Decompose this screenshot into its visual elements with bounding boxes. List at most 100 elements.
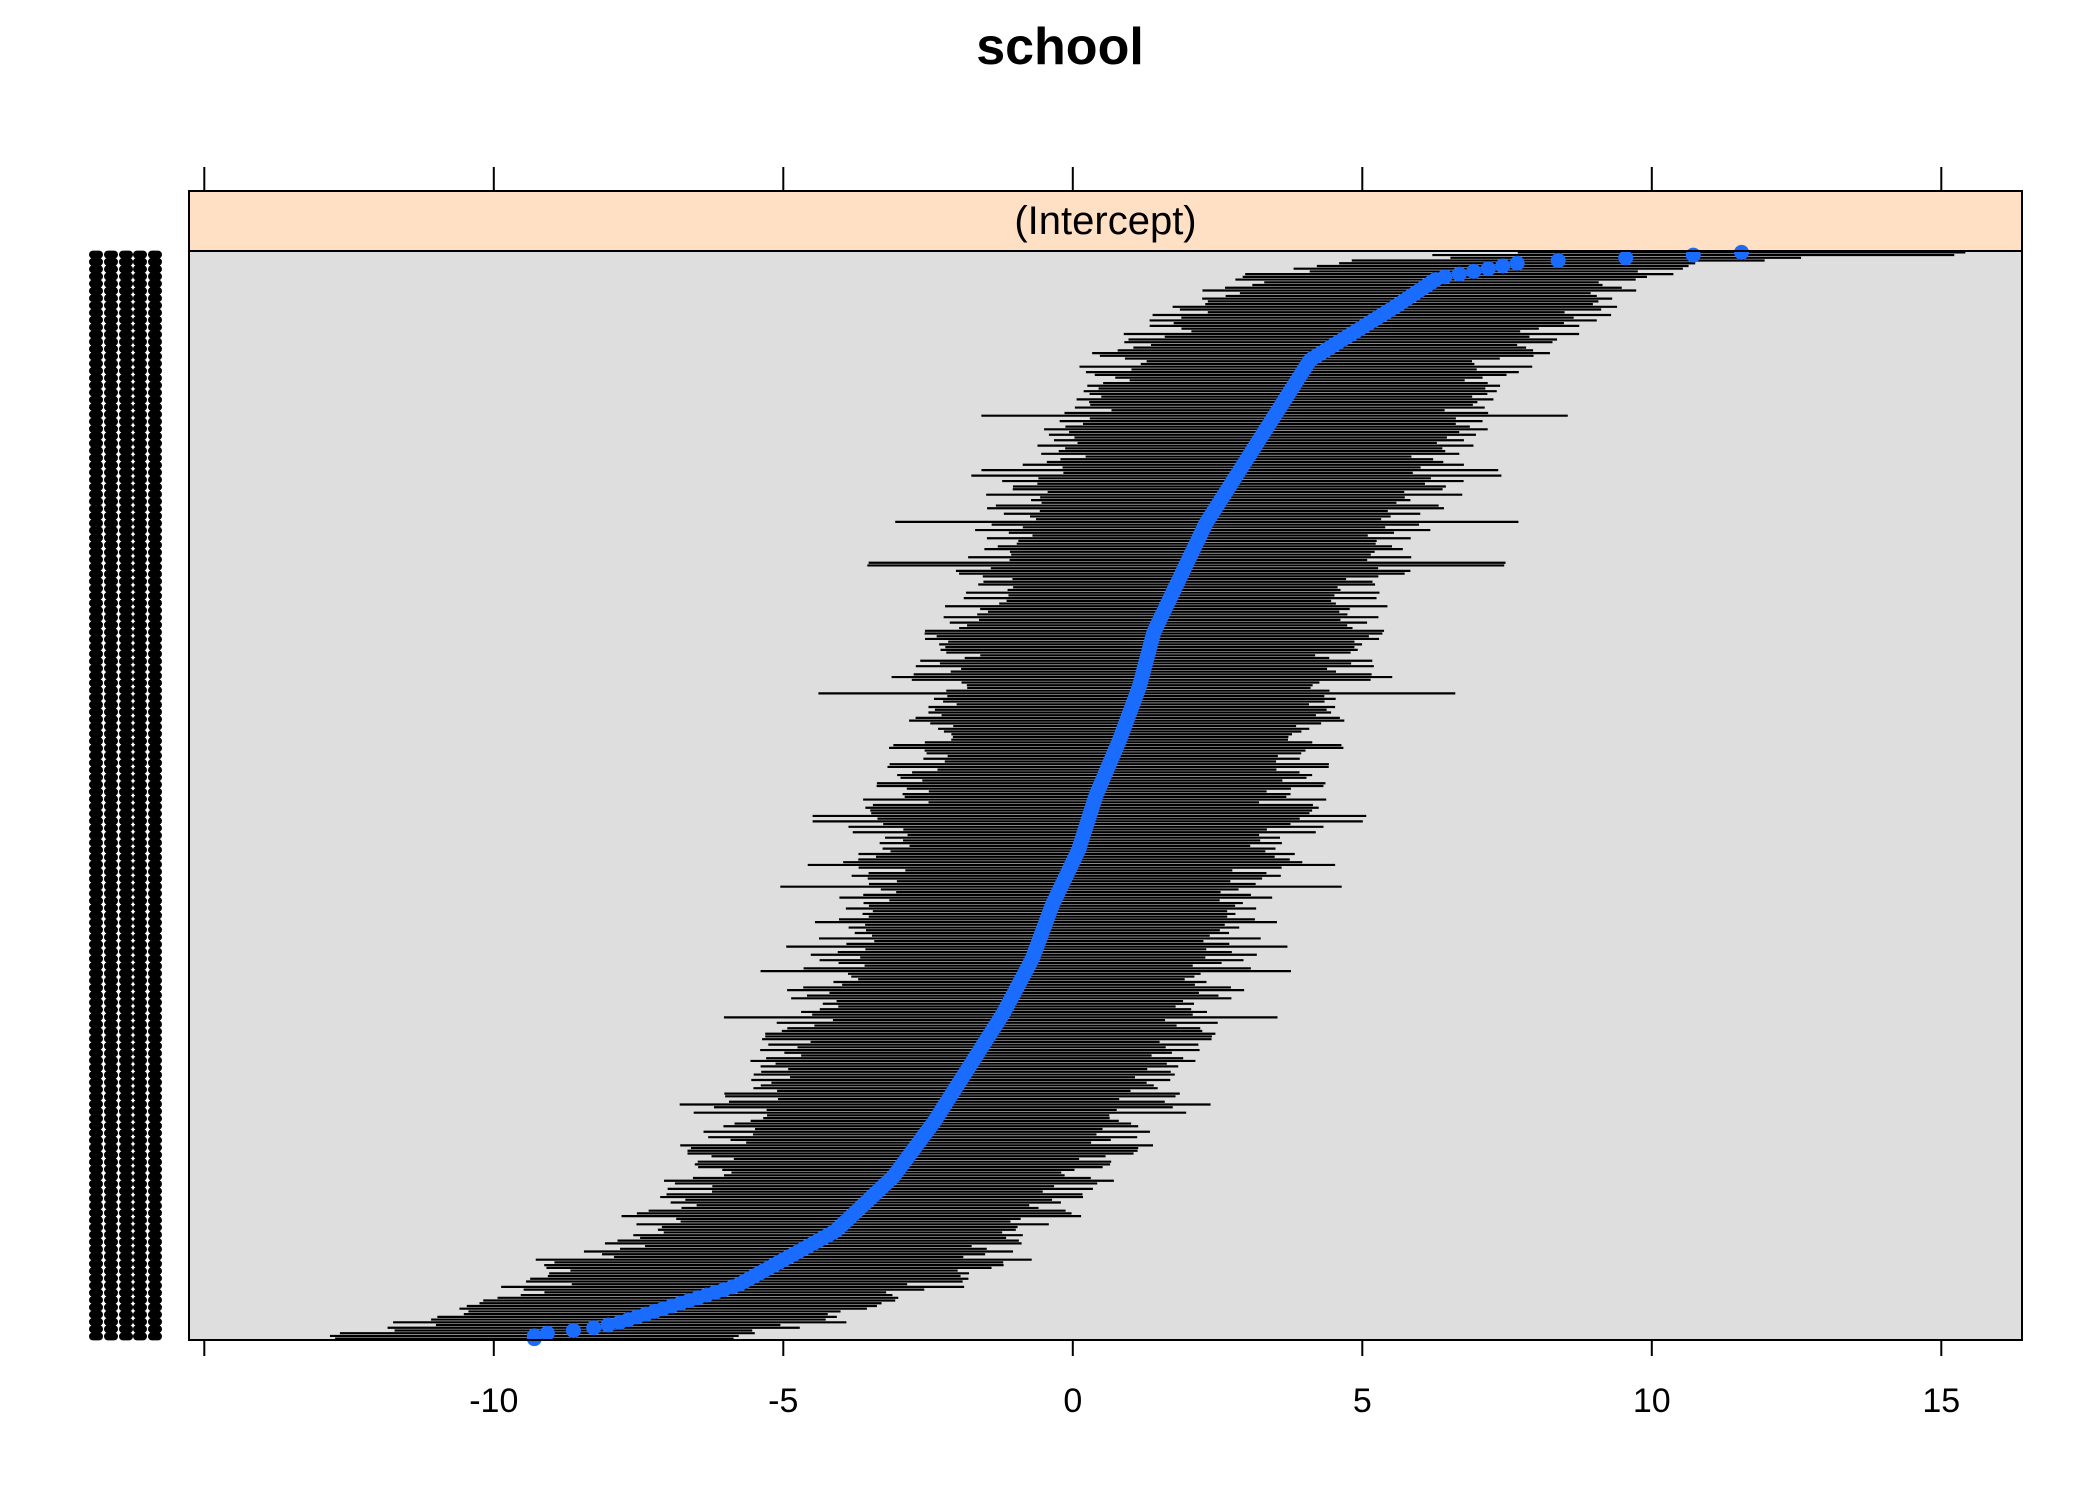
y-tick-label-glyph [104, 1056, 118, 1065]
y-tick-label-glyph [148, 751, 162, 760]
y-tick-label-glyph [148, 1281, 162, 1290]
y-tick-label-glyph [104, 983, 118, 992]
y-tick-label-glyph [148, 1172, 162, 1181]
y-tick-label-glyph [89, 323, 103, 332]
y-tick-label-glyph [89, 417, 103, 426]
y-tick-label-glyph [148, 606, 162, 615]
y-tick-label-glyph [89, 678, 103, 687]
y-tick-label-glyph [104, 693, 118, 702]
y-tick-label-glyph [89, 482, 103, 491]
y-tick-label-glyph [133, 323, 147, 332]
y-tick-label-glyph [89, 874, 103, 883]
y-tick-label-glyph [119, 1100, 133, 1109]
y-tick-label-glyph [104, 729, 118, 738]
y-tick-label-glyph [104, 504, 118, 513]
y-tick-label-glyph [104, 642, 118, 651]
y-tick-label-glyph [148, 795, 162, 804]
y-tick-label-glyph [148, 1274, 162, 1283]
y-tick-label-glyph [133, 308, 147, 317]
y-tick-label-glyph [148, 1121, 162, 1130]
y-tick-label-glyph [89, 468, 103, 477]
y-tick-label-glyph [133, 664, 147, 673]
y-tick-label-glyph [119, 1281, 133, 1290]
y-tick-label-glyph [119, 1056, 133, 1065]
y-tick-label-glyph [104, 838, 118, 847]
y-tick-label-glyph [148, 417, 162, 426]
y-tick-label-glyph [133, 294, 147, 303]
y-tick-label-glyph [133, 504, 147, 513]
y-tick-label-glyph [89, 381, 103, 390]
y-tick-label-glyph [104, 635, 118, 644]
y-tick-label-glyph [104, 824, 118, 833]
y-tick-label-glyph [119, 1216, 133, 1225]
y-tick-label-glyph [148, 889, 162, 898]
y-tick-label-glyph [148, 962, 162, 971]
y-tick-label-glyph [133, 649, 147, 658]
y-tick-label-glyph [89, 519, 103, 528]
y-tick-label-glyph [104, 410, 118, 419]
y-tick-label-glyph [119, 366, 133, 375]
y-tick-label-glyph [89, 1194, 103, 1203]
y-tick-label-glyph [133, 1071, 147, 1080]
y-tick-label-glyph [148, 766, 162, 775]
y-tick-label-glyph [89, 424, 103, 433]
y-tick-label-glyph [133, 1107, 147, 1116]
y-tick-label-glyph [133, 1049, 147, 1058]
y-tick-label-glyph [119, 787, 133, 796]
y-tick-label-glyph [89, 1100, 103, 1109]
y-tick-label-glyph [148, 1056, 162, 1065]
y-tick-label-glyph [89, 1172, 103, 1181]
y-tick-label-glyph [89, 795, 103, 804]
y-tick-label-glyph [104, 526, 118, 535]
y-tick-label-glyph [104, 780, 118, 789]
y-tick-label-glyph [119, 526, 133, 535]
y-tick-label-glyph [119, 918, 133, 927]
y-tick-label-glyph [89, 933, 103, 942]
y-tick-label-glyph [119, 802, 133, 811]
y-tick-label-glyph [133, 758, 147, 767]
y-tick-label-glyph [89, 1114, 103, 1123]
y-tick-label-glyph [148, 272, 162, 281]
y-tick-label-glyph [89, 330, 103, 339]
y-tick-label-glyph [133, 257, 147, 266]
y-tick-label-glyph [104, 265, 118, 274]
y-tick-label-glyph [133, 620, 147, 629]
y-tick-label-glyph [133, 1129, 147, 1138]
y-tick-label-glyph [104, 998, 118, 1007]
y-tick-label-glyph [133, 562, 147, 571]
y-tick-label-glyph [89, 904, 103, 913]
estimate-point [1550, 253, 1566, 269]
y-tick-label-glyph [89, 613, 103, 622]
y-tick-label-glyph [89, 853, 103, 862]
y-tick-label-glyph [89, 366, 103, 375]
y-tick-label-glyph [148, 1158, 162, 1167]
y-tick-label-glyph [148, 947, 162, 956]
estimate-point [1734, 244, 1750, 260]
y-tick-label-glyph [104, 286, 118, 295]
y-tick-label-glyph [89, 577, 103, 586]
y-tick-label-glyph [104, 918, 118, 927]
y-tick-label-glyph [104, 548, 118, 557]
y-tick-label-glyph [89, 962, 103, 971]
y-tick-label-glyph [119, 628, 133, 637]
y-tick-label-glyph [119, 1063, 133, 1072]
y-tick-label-glyph [148, 570, 162, 579]
y-tick-label-glyph [133, 475, 147, 484]
y-tick-label-glyph [133, 1041, 147, 1050]
y-tick-label-glyph [89, 1223, 103, 1232]
y-tick-label-glyph [133, 599, 147, 608]
y-tick-label-glyph [89, 925, 103, 934]
y-tick-label-glyph [133, 657, 147, 666]
y-tick-label-glyph [119, 1136, 133, 1145]
y-tick-label-glyph [133, 947, 147, 956]
y-tick-label-glyph [104, 1165, 118, 1174]
y-tick-label-glyph [89, 1237, 103, 1246]
y-tick-label-glyph [119, 686, 133, 695]
y-tick-label-glyph [104, 1230, 118, 1239]
y-tick-label-glyph [133, 1325, 147, 1334]
y-tick-label-glyph [148, 1150, 162, 1159]
y-tick-label-glyph [89, 664, 103, 673]
y-tick-label-glyph [148, 918, 162, 927]
y-tick-label-glyph [89, 265, 103, 274]
y-tick-label-glyph [148, 410, 162, 419]
